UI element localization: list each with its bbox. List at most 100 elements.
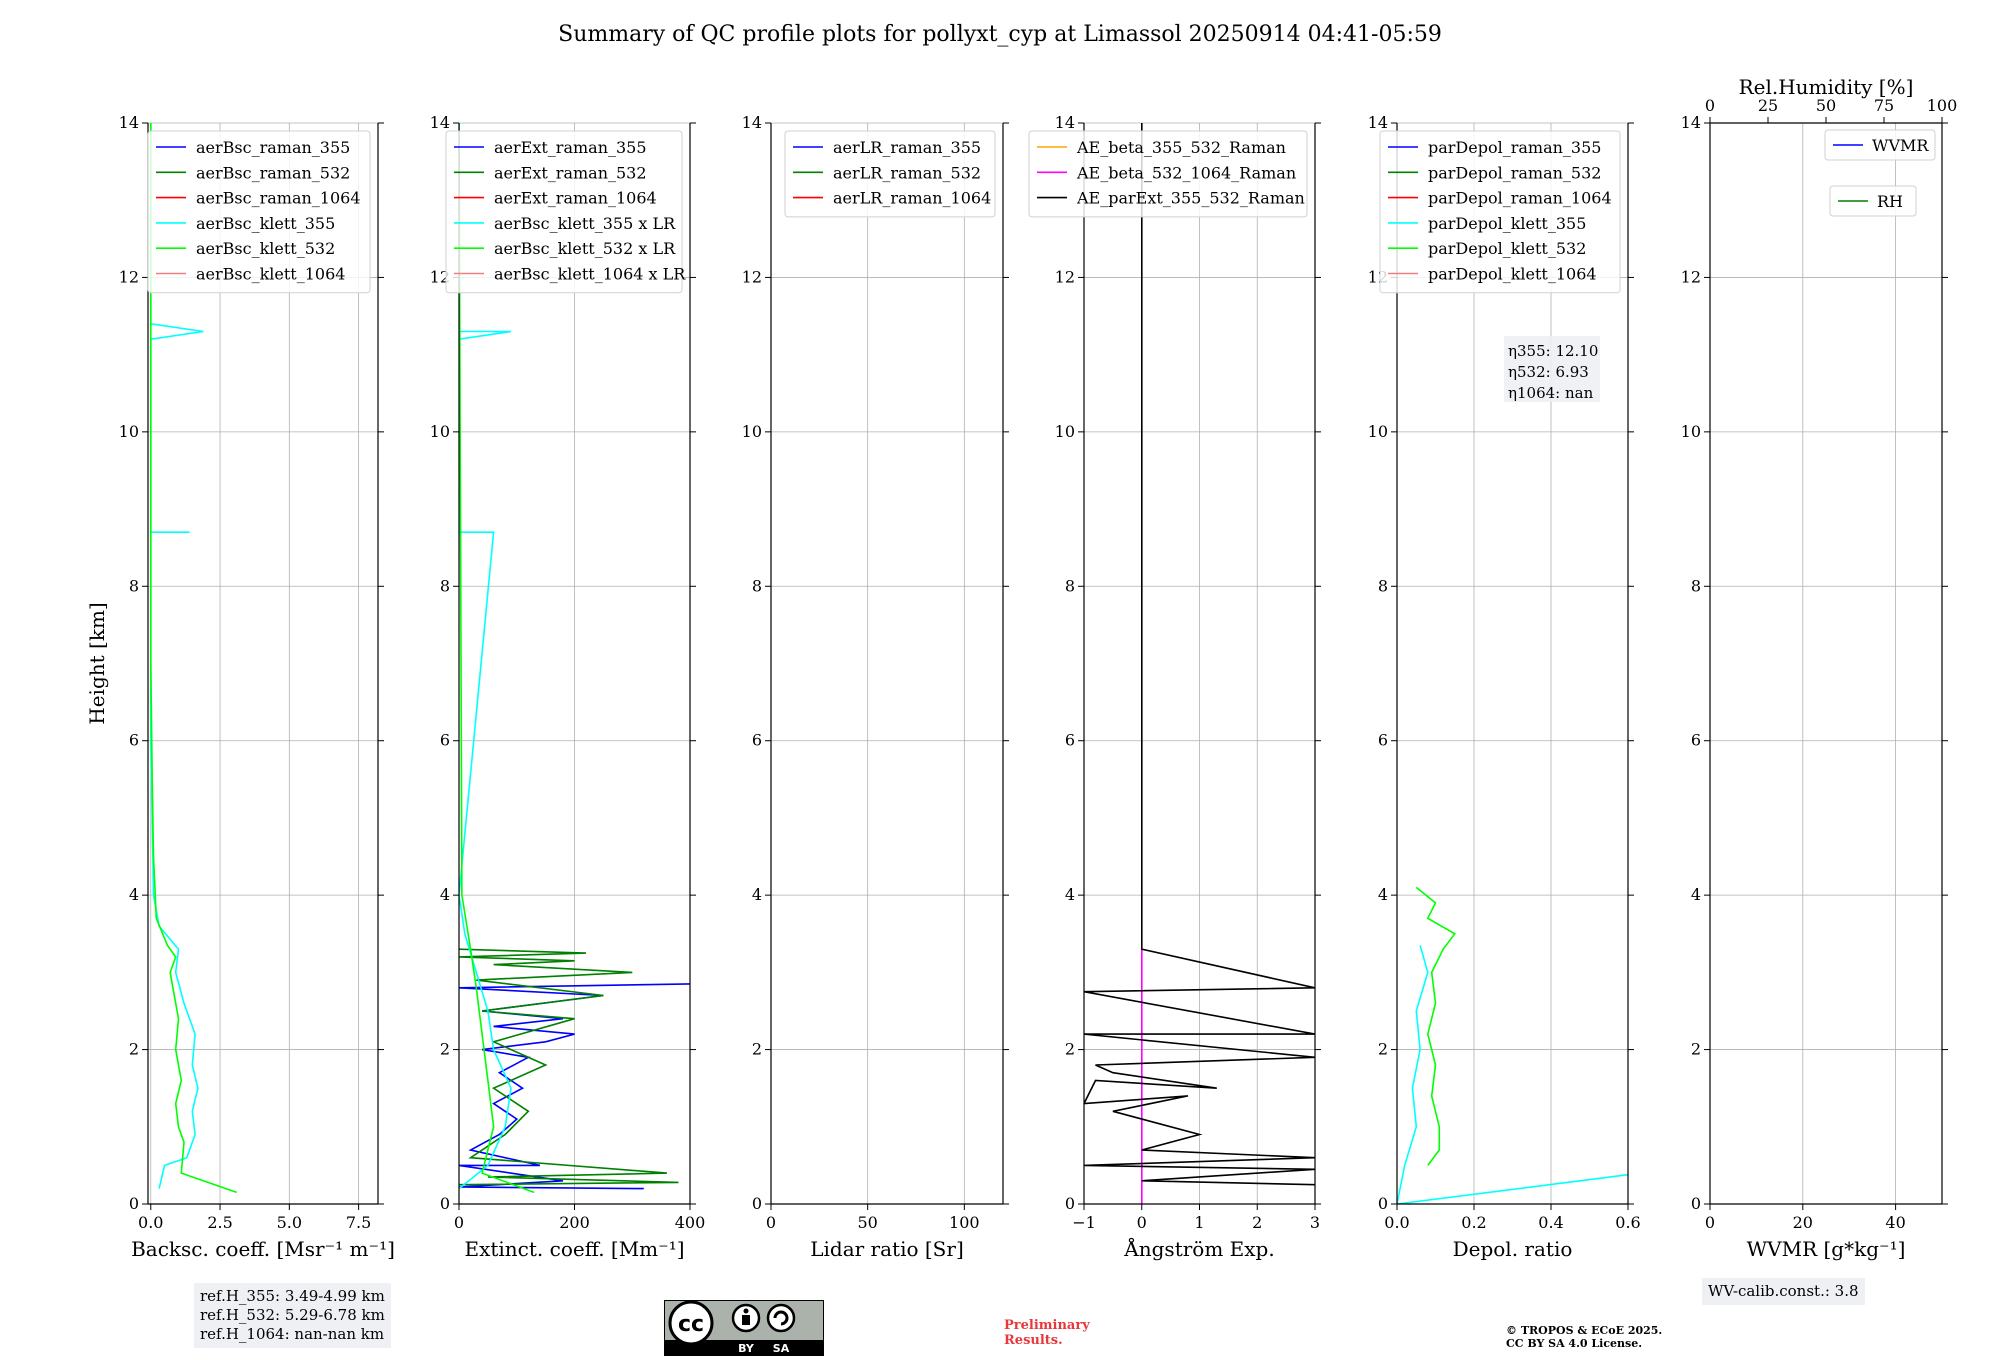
ref-height-355: ref.H_355: 3.49-4.99 km xyxy=(200,1287,385,1305)
cc-license-logo: cc BY SA xyxy=(664,1300,824,1356)
panel-2-y-tick-label: 0 xyxy=(440,1194,450,1213)
panel-3-x-tick-label: 50 xyxy=(857,1213,877,1232)
panel-5-y-tick-label: 8 xyxy=(1378,576,1388,595)
wv-calibration-label: WV-calib.const.: 3.8 xyxy=(1708,1282,1859,1300)
panel-5-annotation-box xyxy=(1504,336,1600,402)
panel-3-y-tick-label: 8 xyxy=(752,576,762,595)
panel-1-x-tick-label: 5.0 xyxy=(277,1213,302,1232)
panel-1-legend-label: aerBsc_raman_355 xyxy=(196,138,350,157)
panel-1-legend-label: aerBsc_klett_1064 xyxy=(196,265,345,284)
panel-5-y-tick-label: 14 xyxy=(1368,113,1388,132)
panel-5-y-tick-label: 2 xyxy=(1378,1040,1388,1059)
panel-1-legend-label: aerBsc_raman_1064 xyxy=(196,189,361,208)
panel-5-y-tick-label: 6 xyxy=(1378,731,1388,750)
panel-3-y-tick-label: 14 xyxy=(742,113,762,132)
panel-2-x-tick-label: 400 xyxy=(675,1213,706,1232)
preliminary-line-2: Results. xyxy=(1004,1333,1063,1348)
panel-4-x-tick-label: 2 xyxy=(1252,1213,1262,1232)
panel-2-legend-label: aerExt_raman_1064 xyxy=(494,189,657,208)
panel-2-legend-label: aerBsc_klett_532 x LR xyxy=(494,239,676,258)
panel-6-x2-tick-label: 50 xyxy=(1816,96,1836,115)
panel-3-legend-box xyxy=(784,130,996,218)
panel-5-legend-label: parDepol_klett_1064 xyxy=(1428,265,1597,284)
panel-6-legend-label: RH xyxy=(1877,192,1903,211)
panel-1-series-aerBsc_klett_532 xyxy=(150,123,237,1194)
figure-title: Summary of QC profile plots for pollyxt_… xyxy=(558,22,1442,47)
panel-5-x-tick-label: 0.0 xyxy=(1384,1213,1409,1232)
panel-4-legend-box xyxy=(1028,130,1308,218)
panel-2-legend-label: aerBsc_klett_355 x LR xyxy=(494,214,676,233)
panel-4-x-tick-label: 0 xyxy=(1137,1213,1147,1232)
panel-4-legend-label: AE_parExt_355_532_Raman xyxy=(1076,189,1305,208)
panel-6-x2-tick-label: 100 xyxy=(1927,96,1958,115)
panel-1-y-axis-label: Height [km] xyxy=(85,602,109,724)
panel-6-legend-box-1 xyxy=(1824,129,1936,161)
preliminary-note: Preliminary Results. xyxy=(1004,1318,1090,1348)
panel-4-y-tick-label: 12 xyxy=(1055,267,1075,286)
panel-5-annotation-3: η1064: nan xyxy=(1508,384,1594,402)
panel-1-legend-label: aerBsc_klett_532 xyxy=(196,239,335,258)
panel-2-x-tick-label: 200 xyxy=(559,1213,590,1232)
panel-6-y-tick-label: 8 xyxy=(1691,576,1701,595)
panel-2-series-aerExt_raman_532 xyxy=(459,948,679,1186)
panel-5-x-tick-label: 0.2 xyxy=(1461,1213,1486,1232)
panel-1-x-tick-label: 2.5 xyxy=(207,1213,232,1232)
cc-logo-text: cc xyxy=(678,1312,704,1337)
panel-1-x-tick-label: 0.0 xyxy=(138,1213,163,1232)
ref-height-532: ref.H_532: 5.29-6.78 km xyxy=(200,1306,385,1324)
panel-3-x-tick-label: 0 xyxy=(766,1213,776,1232)
panel-4-y-tick-label: 2 xyxy=(1065,1040,1075,1059)
panel-4-legend-label: AE_beta_532_1064_Raman xyxy=(1076,163,1296,182)
panel-6-y-tick-label: 2 xyxy=(1691,1040,1701,1059)
panel-2-x-tick-label: 0 xyxy=(454,1213,464,1232)
panel-3-y-tick-label: 10 xyxy=(742,422,762,441)
panel-2-series-aerBsc_klett_355 x LR xyxy=(459,123,512,1190)
panel-6-y-tick-label: 10 xyxy=(1681,422,1701,441)
wv-calibration-box: WV-calib.const.: 3.8 xyxy=(1702,1278,1865,1305)
panel-2-legend-label: aerExt_raman_355 xyxy=(494,138,647,157)
panel-2-y-tick-label: 2 xyxy=(440,1040,450,1059)
preliminary-line-1: Preliminary xyxy=(1004,1318,1090,1333)
panel-2-legend-box xyxy=(445,130,683,294)
panel-4-y-tick-label: 6 xyxy=(1065,731,1075,750)
panel-5-x-tick-label: 0.4 xyxy=(1538,1213,1563,1232)
panel-1-y-tick-label: 14 xyxy=(119,113,139,132)
panel-3-x-tick-label: 100 xyxy=(949,1213,980,1232)
panel-2-y-tick-label: 12 xyxy=(430,267,450,286)
panel-6-x2-tick-label: 0 xyxy=(1705,96,1715,115)
panel-2-series-aerBsc_klett_532 x LR xyxy=(459,123,535,1194)
panel-2-y-tick-label: 10 xyxy=(430,422,450,441)
panel-6-y-tick-label: 6 xyxy=(1691,731,1701,750)
panel-2-y-tick-label: 14 xyxy=(430,113,450,132)
sa-share-icon xyxy=(766,1303,796,1333)
reference-height-box: ref.H_355: 3.49-4.99 km ref.H_532: 5.29-… xyxy=(194,1283,391,1348)
panel-4-y-tick-label: 8 xyxy=(1065,576,1075,595)
panel-3-x-axis-label: Lidar ratio [Sr] xyxy=(810,1237,964,1261)
panel-5-y-tick-label: 4 xyxy=(1378,885,1388,904)
panel-6-legend-box-2 xyxy=(1829,185,1917,217)
license-by-label: BY xyxy=(738,1342,755,1355)
panel-6-x-tick-label: 0 xyxy=(1705,1213,1715,1232)
panel-1-y-tick-label: 0 xyxy=(129,1194,139,1213)
copyright-note: © TROPOS & ECoE 2025. CC BY SA 4.0 Licen… xyxy=(1506,1324,1662,1350)
panel-2-x-axis-label: Extinct. coeff. [Mm⁻¹] xyxy=(464,1237,684,1261)
panel-4-y-tick-label: 0 xyxy=(1065,1194,1075,1213)
panel-6-legend-label: WVMR xyxy=(1872,136,1929,155)
panel-6-x-axis-label: WVMR [g*kg⁻¹] xyxy=(1747,1237,1906,1261)
panel-6-y-tick-label: 4 xyxy=(1691,885,1701,904)
panel-2-y-tick-label: 4 xyxy=(440,885,450,904)
panel-3-y-tick-label: 2 xyxy=(752,1040,762,1059)
panel-1-legend-label: aerBsc_raman_532 xyxy=(196,163,350,182)
panel-5-x-axis-label: Depol. ratio xyxy=(1453,1237,1573,1261)
panel-6-x-tick-label: 40 xyxy=(1885,1213,1905,1232)
panel-1-x-axis-label: Backsc. coeff. [Msr⁻¹ m⁻¹] xyxy=(131,1237,395,1261)
panel-5-annotation-1: η355: 12.10 xyxy=(1508,342,1598,360)
panel-1-legend-box xyxy=(147,130,371,294)
panel-6-x2-axis-label: Rel.Humidity [%] xyxy=(1739,75,1914,99)
panel-4-x-tick-label: −1 xyxy=(1072,1213,1096,1232)
panel-6-x2-tick-label: 25 xyxy=(1758,96,1778,115)
panel-4-y-tick-label: 10 xyxy=(1055,422,1075,441)
ref-height-1064: ref.H_1064: nan-nan km xyxy=(200,1325,385,1343)
panel-2-legend-label: aerExt_raman_532 xyxy=(494,163,647,182)
panel-2-y-tick-label: 8 xyxy=(440,576,450,595)
